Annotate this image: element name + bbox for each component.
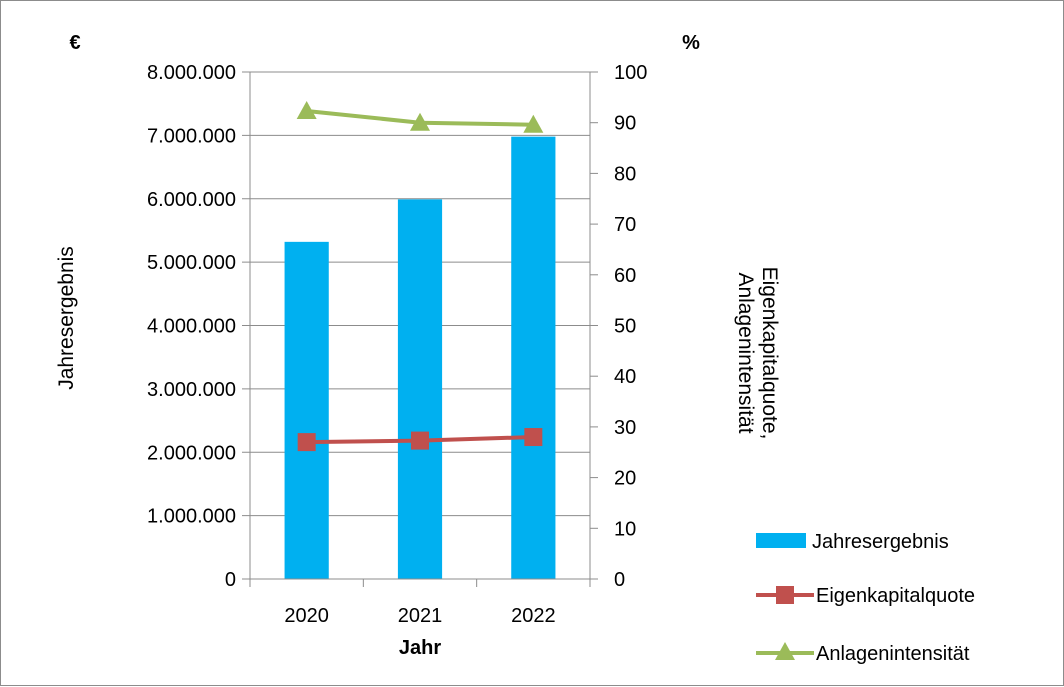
legend-label-eigenkapitalquote: Eigenkapitalquote [816, 585, 975, 607]
x-tick-label: 2021 [398, 605, 443, 627]
x-tick-label: 2022 [511, 605, 556, 627]
bar-series [284, 136, 556, 580]
bar-2020 [284, 241, 329, 579]
left-tick-label: 2.000.000 [147, 442, 236, 464]
right-axis-title-line-1: Eigenkapitalquote, [758, 267, 781, 440]
right-tick-label: 90 [614, 113, 636, 135]
right-tick-label: 40 [614, 366, 636, 388]
point-square-2020 [297, 433, 316, 452]
left-tick-label: 4.000.000 [147, 316, 236, 338]
left-tick-label: 6.000.000 [147, 189, 236, 211]
right-tick-label: 70 [614, 214, 636, 236]
left-axis-ticks: 0 1.000.000 2.000.000 3.000.000 4.000.000 5.0… [147, 62, 250, 591]
legend: Jahresergebnis Eigenkapitalquote Anlagen… [756, 531, 975, 665]
legend-marker-square [776, 586, 794, 604]
point-triangle-2021 [410, 112, 430, 131]
x-axis-title: Jahr [399, 637, 441, 659]
point-square-2021 [411, 431, 429, 450]
left-axis-unit: € [69, 32, 80, 54]
left-axis-title: Jahresergebnis [55, 246, 78, 390]
left-tick-label: 3.000.000 [147, 379, 236, 401]
left-tick-label: 1.000.000 [147, 506, 236, 528]
right-tick-label: 20 [614, 468, 636, 490]
right-axis-ticks: 0 10 20 30 40 50 60 70 80 90 100 [590, 62, 647, 591]
x-tick-label: 2020 [284, 605, 329, 627]
right-tick-label: 80 [614, 163, 636, 185]
legend-label-jahresergebnis: Jahresergebnis [812, 531, 949, 553]
left-tick-label: 5.000.000 [147, 252, 236, 274]
bar-2022 [511, 136, 556, 579]
bar-2021 [397, 199, 443, 580]
right-axis-title-line-2: Anlagenintensität [734, 272, 757, 433]
line-series [296, 101, 544, 452]
right-tick-label: 0 [614, 569, 625, 591]
left-tick-label: 7.000.000 [147, 125, 236, 147]
right-tick-label: 60 [614, 265, 636, 287]
right-axis-unit: % [682, 32, 700, 54]
legend-item-anlagenintensitaet: Anlagenintensität [756, 642, 970, 665]
point-triangle-2022 [523, 114, 544, 133]
legend-item-eigenkapitalquote: Eigenkapitalquote [756, 585, 975, 607]
x-axis-ticks: 2020 2021 2022 [249, 579, 591, 627]
legend-item-jahresergebnis: Jahresergebnis [756, 531, 949, 553]
point-triangle-2020 [296, 101, 317, 120]
legend-swatch-bar [756, 533, 806, 548]
right-tick-label: 10 [614, 518, 636, 540]
right-tick-label: 50 [614, 316, 636, 338]
left-tick-label: 0 [225, 569, 236, 591]
right-tick-label: 30 [614, 417, 636, 439]
point-square-2022 [524, 428, 543, 447]
left-tick-label: 8.000.000 [147, 62, 236, 84]
legend-marker-triangle [775, 642, 795, 660]
legend-label-anlagenintensitaet: Anlagenintensität [816, 643, 970, 665]
right-tick-label: 100 [614, 62, 647, 84]
